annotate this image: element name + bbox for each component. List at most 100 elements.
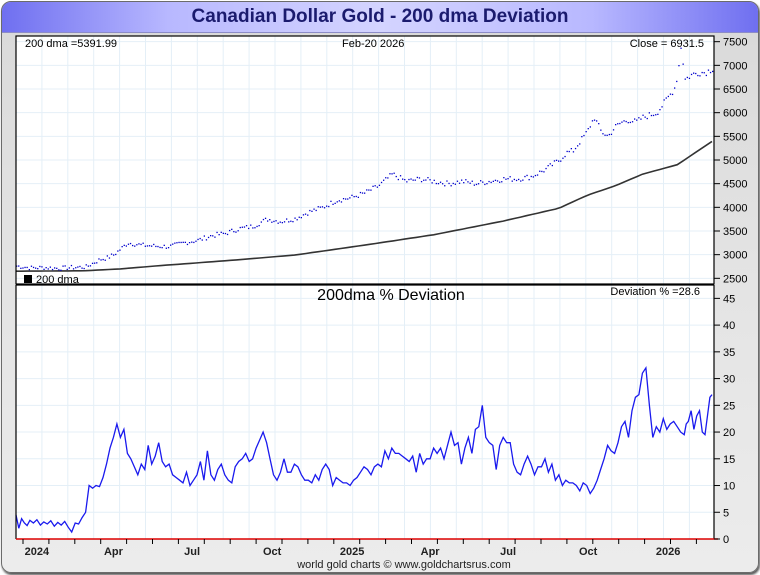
price-dot <box>533 176 534 177</box>
price-dot <box>687 77 688 78</box>
price-dot <box>577 145 578 146</box>
y-tick-label: 20 <box>723 427 735 439</box>
price-dot <box>704 72 705 73</box>
x-axis: 2024AprJulOct2025AprJulOct2026 <box>23 539 696 558</box>
price-dot <box>339 200 340 201</box>
y-tick-label: 45 <box>723 293 735 305</box>
price-dot <box>689 78 690 79</box>
price-dot <box>351 195 352 196</box>
price-dot <box>394 173 395 174</box>
price-dot <box>185 242 186 243</box>
price-dot <box>31 266 32 267</box>
price-dot <box>46 267 47 268</box>
price-dot <box>419 177 420 178</box>
price-dot <box>655 114 656 115</box>
price-dot <box>630 122 631 123</box>
price-dot <box>488 181 489 182</box>
price-dot <box>592 120 593 121</box>
price-dot <box>427 177 428 178</box>
price-dot <box>204 235 205 236</box>
price-dot <box>598 123 599 124</box>
price-dot <box>626 121 627 122</box>
price-dot <box>609 134 610 135</box>
price-dot <box>550 163 551 164</box>
y-tick-label: 7500 <box>723 37 747 49</box>
price-dot <box>476 184 477 185</box>
price-dot <box>670 94 671 95</box>
price-dot <box>256 226 257 227</box>
price-dot <box>176 242 177 243</box>
price-dot <box>685 79 686 80</box>
price-dot <box>529 179 530 180</box>
price-dot <box>278 223 279 224</box>
price-dot <box>288 221 289 222</box>
price-dot <box>73 268 74 269</box>
price-dot <box>470 183 471 184</box>
price-dot <box>320 207 321 208</box>
price-dot <box>349 197 350 198</box>
deviation-plot-area <box>16 285 714 539</box>
price-dot <box>326 206 327 207</box>
y-tick-label: 2500 <box>723 273 747 285</box>
y-tick-label: 40 <box>723 320 735 332</box>
price-dot <box>558 161 559 162</box>
price-dot <box>335 203 336 204</box>
price-dot <box>128 244 129 245</box>
price-dot <box>229 230 230 231</box>
date-label: Feb-20 2026 <box>342 38 404 50</box>
price-dot <box>189 242 190 243</box>
price-dot <box>442 183 443 184</box>
price-dot <box>37 268 38 269</box>
price-dot <box>193 242 194 243</box>
price-dot <box>273 221 274 222</box>
price-dot <box>187 244 188 245</box>
price-dot <box>594 120 595 121</box>
price-dot <box>482 182 483 183</box>
price-dot <box>122 246 123 247</box>
price-dot <box>571 148 572 149</box>
price-dot <box>362 192 363 193</box>
price-dot <box>39 266 40 267</box>
price-dot <box>100 259 101 260</box>
price-dot <box>79 266 80 267</box>
price-dot <box>510 176 511 177</box>
price-dot <box>347 198 348 199</box>
price-dot <box>379 185 380 186</box>
price-dot <box>695 73 696 74</box>
price-dot <box>381 182 382 183</box>
price-dot <box>583 135 584 136</box>
price-dot <box>183 242 184 243</box>
price-dot <box>210 235 211 236</box>
deviation-y-axis: 051015202530354045 <box>714 293 735 546</box>
price-dot <box>216 232 217 233</box>
price-dot <box>575 148 576 149</box>
price-dot <box>497 180 498 181</box>
price-dot <box>75 267 76 268</box>
price-dot <box>212 235 213 236</box>
price-dot <box>233 231 234 232</box>
price-dot <box>415 180 416 181</box>
price-dot <box>619 123 620 124</box>
price-dot <box>166 248 167 249</box>
price-dot <box>164 245 165 246</box>
price-dot <box>159 247 160 248</box>
price-dot <box>645 117 646 118</box>
price-dot <box>275 220 276 221</box>
price-dot <box>191 242 192 243</box>
price-dot <box>143 243 144 244</box>
y-tick-label: 15 <box>723 454 735 466</box>
price-dot <box>132 245 133 246</box>
price-dot <box>640 119 641 120</box>
x-tick-label: Apr <box>104 546 124 558</box>
y-tick-label: 5500 <box>723 131 747 143</box>
price-dot <box>242 227 243 228</box>
price-dot <box>674 87 675 88</box>
price-dot <box>459 183 460 184</box>
y-tick-label: 3500 <box>723 226 747 238</box>
price-dot <box>341 201 342 202</box>
price-dot <box>119 250 120 251</box>
footer-credit: world gold charts © www.goldchartsrus.co… <box>296 559 511 571</box>
price-dot <box>60 270 61 271</box>
price-dot <box>697 75 698 76</box>
price-dot <box>282 222 283 223</box>
